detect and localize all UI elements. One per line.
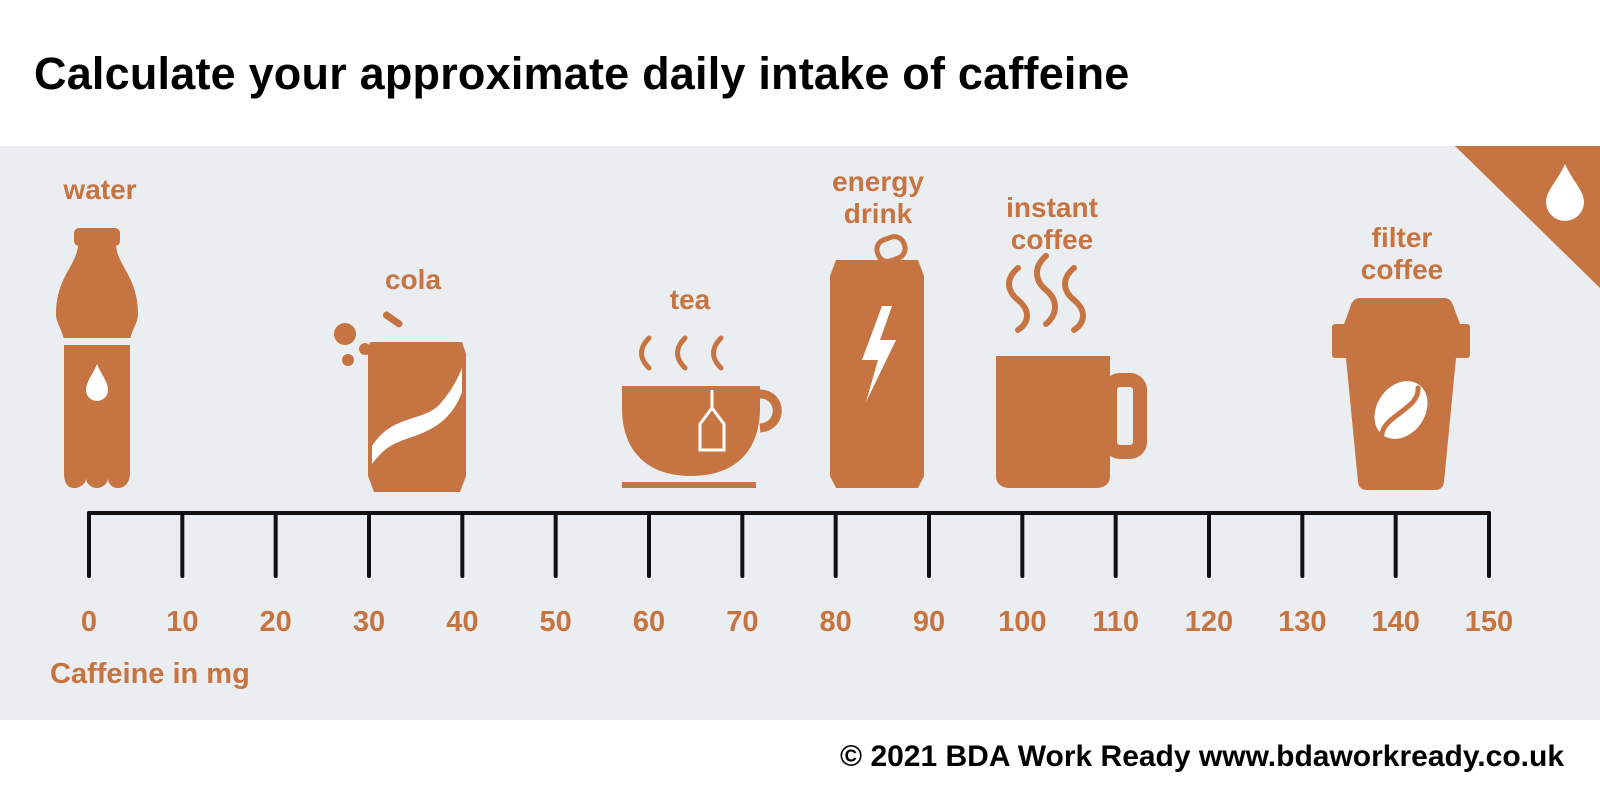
axis-title: Caffeine in mg: [50, 658, 250, 690]
axis-tick-label: 80: [819, 606, 852, 638]
takeaway-cup-icon: [1332, 298, 1470, 490]
axis-tick-label: 0: [80, 606, 98, 638]
drink-illustrations: [56, 228, 1470, 492]
axis-tick-label: 70: [726, 606, 759, 638]
water-drop-icon: [1546, 164, 1584, 221]
axis-tick-label: 140: [1371, 606, 1420, 638]
corner-banner: [1455, 146, 1600, 288]
axis-tick-label: 120: [1184, 606, 1234, 638]
axis-ticks: [87, 511, 1491, 578]
axis-tick-label: 90: [912, 606, 946, 638]
axis-tick-label: 40: [446, 606, 479, 638]
label-water: water: [63, 174, 137, 205]
axis-tick-label: 60: [632, 606, 666, 638]
axis-tick-label: 50: [539, 606, 572, 638]
axis-tick-label: 30: [352, 606, 386, 638]
label-energy-drink: energy drink: [832, 166, 924, 229]
copyright-footer: © 2021 BDA Work Ready www.bdaworkready.c…: [840, 740, 1564, 773]
axis-tick-label: 10: [166, 606, 199, 638]
label-filter-coffee: filter coffee: [1360, 222, 1444, 285]
label-tea: tea: [669, 284, 711, 315]
axis-tick-label: 100: [998, 606, 1047, 638]
axis-tick-label: 130: [1278, 606, 1327, 638]
mug-icon: [996, 253, 1147, 488]
energy-can-icon: [830, 234, 924, 488]
axis-tick-label: 110: [1092, 606, 1140, 638]
page-title: Calculate your approximate daily intake …: [34, 48, 1130, 99]
bottle-icon: [56, 228, 138, 488]
axis-tick-label: 150: [1464, 606, 1514, 638]
caffeine-axis: [87, 511, 1491, 578]
label-cola: cola: [384, 264, 442, 295]
axis-tick-label: 20: [259, 606, 292, 638]
teacup-icon: [622, 335, 782, 488]
label-instant-coffee: instant coffee: [1006, 192, 1098, 255]
caffeine-diagram-panel: water cola tea energy drink instant coff…: [0, 146, 1600, 720]
soda-can-icon: [334, 311, 466, 492]
